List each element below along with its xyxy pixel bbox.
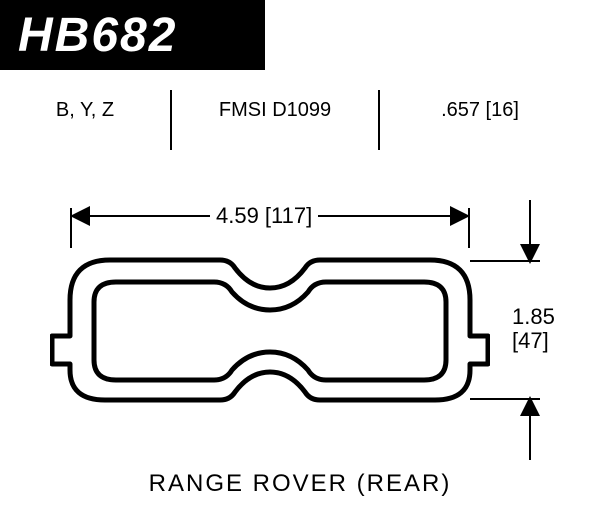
height-mm: [47] (512, 329, 555, 353)
part-number-text: HB682 (18, 8, 177, 63)
width-dim-label: 4.59 [117] (210, 203, 318, 229)
spec-thickness: .657 [16] (380, 96, 580, 124)
part-number-header: HB682 (0, 0, 265, 70)
height-inches: 1.85 (512, 305, 555, 329)
spec-row: B, Y, Z FMSI D1099 .657 [16] (0, 90, 600, 150)
spec-compounds: B, Y, Z (0, 96, 170, 124)
width-arrow-left-icon (70, 206, 90, 226)
height-arrow-down-icon (520, 244, 540, 264)
height-dim-label: 1.85 [47] (512, 305, 555, 353)
brake-pad-outline (50, 240, 490, 440)
width-arrow-right-icon (450, 206, 470, 226)
spec-fmsi: FMSI D1099 (172, 96, 378, 124)
height-arrow-up-icon (520, 396, 540, 416)
caption-label: RANGE ROVER (REAR) (0, 470, 600, 498)
diagram-canvas: HB682 B, Y, Z FMSI D1099 .657 [16] 4.59 … (0, 0, 600, 518)
